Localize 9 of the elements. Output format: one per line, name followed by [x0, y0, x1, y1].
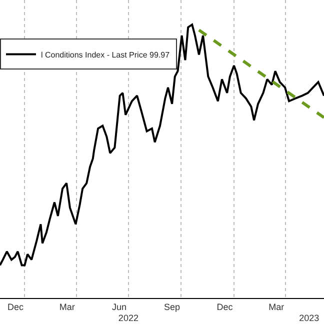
x-tick-label: Dec	[216, 302, 234, 312]
x-tick-label: Mar	[268, 302, 284, 312]
x-tick-label: Mar	[59, 302, 75, 312]
x-tick-label: Dec	[7, 302, 24, 312]
x-tick-label: Sep	[164, 302, 180, 312]
x-tick-label: Jun	[112, 302, 127, 312]
legend-label: l Conditions Index - Last Price 99.97	[41, 50, 170, 60]
x2-tick-label: 2023	[299, 313, 320, 323]
x2-tick-label: 2022	[118, 313, 138, 323]
